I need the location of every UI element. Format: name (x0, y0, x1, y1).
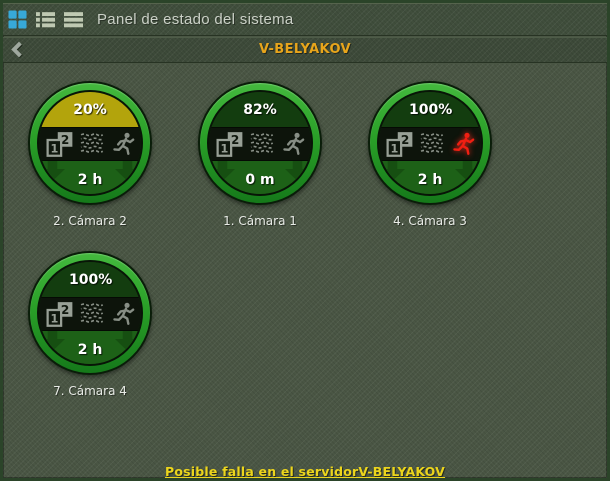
arrow-down-icon (455, 161, 480, 181)
gauge-duration: 2 h (77, 341, 103, 358)
svg-text:2: 2 (231, 132, 240, 146)
svg-text:2: 2 (401, 132, 410, 146)
title-bar: Panel de estado del sistema (3, 3, 607, 36)
page-title: Panel de estado del sistema (97, 10, 294, 28)
gauge-duration-zone: 2 h (39, 161, 141, 194)
gauge-face: 100% 2 1 (37, 260, 143, 366)
gauge-level-zone: 82% (209, 92, 311, 127)
camera-label: 2. Cámara 2 (53, 214, 127, 228)
gauge-face: 100% 2 1 (377, 90, 483, 196)
arrow-down-icon (456, 92, 481, 108)
svg-text:2: 2 (61, 132, 70, 146)
camera-gauge[interactable]: 100% 2 1 (28, 251, 152, 375)
gauge-duration: 0 m (245, 171, 275, 188)
svg-text:1: 1 (50, 142, 58, 155)
arrow-down-icon (379, 92, 404, 108)
footer-alert: Posible falla en el servidorV-BELYAKOV (3, 461, 607, 479)
back-button[interactable] (3, 37, 33, 62)
signal-noise-icon (250, 131, 276, 157)
signal-noise-icon (80, 301, 106, 327)
signal-noise-icon (420, 131, 446, 157)
camera-status-cell: 82% 2 1 (194, 81, 326, 228)
camera-gauge[interactable]: 82% 2 1 (198, 81, 322, 205)
detail-list-view-icon[interactable] (35, 9, 55, 29)
arrow-down-icon (285, 161, 310, 181)
camera-status-cell: 20% 2 1 (24, 81, 156, 228)
camera-status-cell: 100% 2 1 (24, 251, 156, 398)
frames-12-icon: 2 1 (45, 131, 75, 158)
gauge-icon-strip: 2 1 (209, 127, 311, 161)
gauge-value: 100% (69, 271, 113, 288)
arrow-down-icon (40, 161, 65, 181)
gauge-level-zone: 100% (39, 262, 141, 297)
gauge-icon-strip: 2 1 (39, 127, 141, 161)
gauge-level-zone: 100% (379, 92, 481, 127)
arrow-down-icon (40, 331, 65, 351)
arrow-down-icon (115, 92, 140, 108)
gauge-value: 82% (243, 101, 277, 118)
gauge-duration-zone: 0 m (209, 161, 311, 194)
camera-gauge[interactable]: 100% 2 1 (368, 81, 492, 205)
gauge-duration-zone: 2 h (39, 331, 141, 364)
server-fault-link[interactable]: Posible falla en el servidorV-BELYAKOV (164, 464, 446, 479)
gauge-face: 20% 2 1 (37, 90, 143, 196)
gauge-icon-strip: 2 1 (379, 127, 481, 161)
camera-status-cell: 100% 2 1 (364, 81, 496, 228)
content-area: 20% 2 1 (3, 64, 607, 478)
frames-12-icon: 2 1 (215, 131, 245, 158)
server-name: V-BELYAKOV (258, 42, 352, 57)
gauge-duration: 2 h (417, 171, 443, 188)
svg-text:1: 1 (390, 142, 398, 155)
gauge-icon-strip: 2 1 (39, 297, 141, 331)
arrow-down-icon (210, 161, 235, 181)
gauge-duration-zone: 2 h (379, 161, 481, 194)
chevron-left-icon (11, 41, 23, 58)
arrow-down-icon (115, 331, 140, 351)
arrow-down-icon (380, 161, 405, 181)
motion-detect-icon (451, 131, 477, 157)
gauge-value: 20% (73, 101, 107, 118)
grid-view-icon[interactable] (7, 9, 27, 29)
camera-label: 4. Cámara 3 (393, 214, 467, 228)
arrow-down-icon (116, 262, 141, 278)
camera-label: 7. Cámara 4 (53, 384, 127, 398)
gauge-duration: 2 h (77, 171, 103, 188)
camera-gauge[interactable]: 20% 2 1 (28, 81, 152, 205)
arrow-down-icon (39, 262, 64, 278)
arrow-down-icon (40, 92, 65, 108)
arrow-down-icon (285, 92, 310, 108)
svg-text:2: 2 (61, 302, 70, 316)
motion-detect-icon (281, 131, 307, 157)
signal-noise-icon (80, 131, 106, 157)
server-header: V-BELYAKOV (3, 37, 607, 63)
camera-label: 1. Cámara 1 (223, 214, 297, 228)
motion-detect-icon (111, 131, 137, 157)
gauge-face: 82% 2 1 (207, 90, 313, 196)
svg-text:1: 1 (220, 142, 228, 155)
view-toolbar (3, 9, 83, 29)
list-view-icon[interactable] (63, 9, 83, 29)
frames-12-icon: 2 1 (385, 131, 415, 158)
gauge-level-zone: 20% (39, 92, 141, 127)
motion-detect-icon (111, 301, 137, 327)
arrow-down-icon (115, 161, 140, 181)
arrow-down-icon (210, 92, 235, 108)
svg-text:1: 1 (50, 312, 58, 325)
gauge-value: 100% (409, 101, 453, 118)
frames-12-icon: 2 1 (45, 301, 75, 328)
